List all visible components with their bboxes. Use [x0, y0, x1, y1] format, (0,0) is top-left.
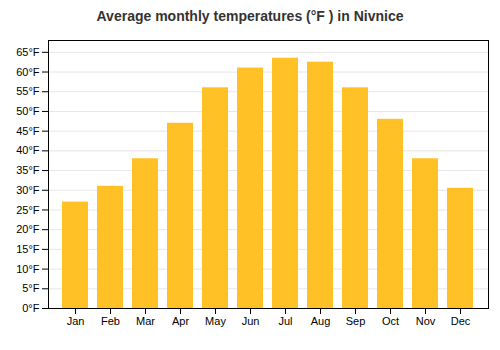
svg-text:15°F: 15°F	[16, 243, 40, 255]
html-text:Average monthly temperatures (: Average monthly temperatures (°F ) in Ni…	[96, 8, 404, 24]
svg-text:10°F: 10°F	[16, 263, 40, 275]
svg-text:60°F: 60°F	[16, 66, 40, 78]
svg-text:Aug: Aug	[311, 315, 331, 327]
svg-text:Nov: Nov	[416, 315, 436, 327]
svg-text:Jan: Jan	[67, 315, 85, 327]
svg-text:Oct: Oct	[382, 315, 399, 327]
svg-text:50°F: 50°F	[16, 105, 40, 117]
svg-text:65°F: 65°F	[16, 46, 40, 58]
svg-text:Jun: Jun	[242, 315, 260, 327]
svg-text:20°F: 20°F	[16, 223, 40, 235]
svg-text:Apr: Apr	[172, 315, 189, 327]
svg-text:35°F: 35°F	[16, 164, 40, 176]
svg-text:Sep: Sep	[346, 315, 366, 327]
svg-text:May: May	[205, 315, 226, 327]
svg-text:Jul: Jul	[278, 315, 292, 327]
svg-text:Mar: Mar	[136, 315, 155, 327]
svg-text:5°F: 5°F	[22, 282, 40, 294]
svg-text:0°F: 0°F	[22, 302, 40, 314]
svg-text:Dec: Dec	[451, 315, 471, 327]
svg-text:40°F: 40°F	[16, 144, 40, 156]
svg-text:55°F: 55°F	[16, 85, 40, 97]
svg-text:45°F: 45°F	[16, 125, 40, 137]
svg-text:30°F: 30°F	[16, 184, 40, 196]
svg-text:Feb: Feb	[101, 315, 120, 327]
svg-text:25°F: 25°F	[16, 203, 40, 215]
